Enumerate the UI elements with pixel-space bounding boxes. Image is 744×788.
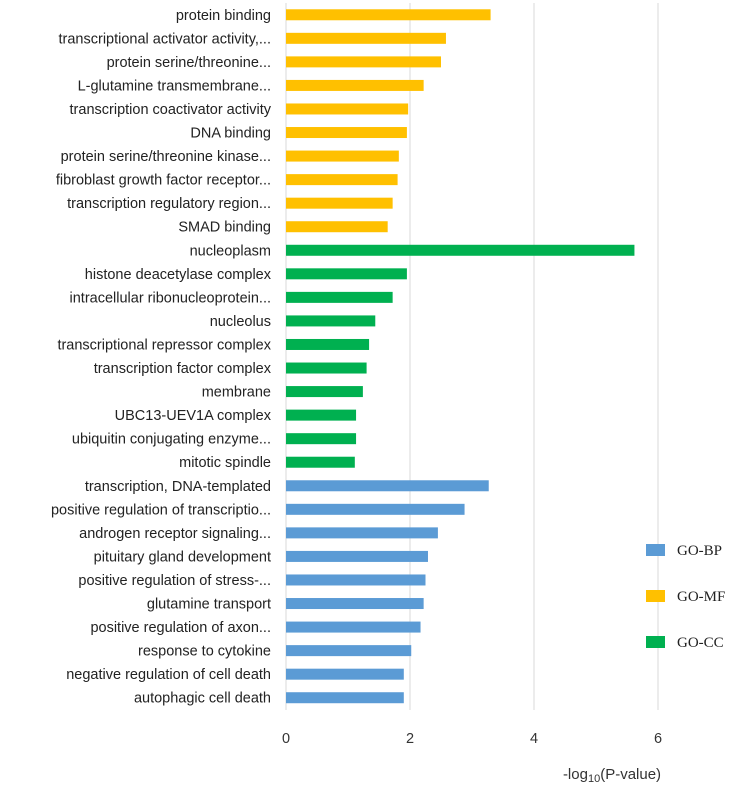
bar-go-bp [286,574,426,586]
category-label: negative regulation of cell death [66,667,271,683]
bar-go-cc [286,268,407,280]
category-label: ubiquitin conjugating enzyme... [72,432,271,448]
x-axis-title: -log10(P-value) [563,766,661,785]
legend-label: GO-CC [677,635,724,651]
bar-go-mf [286,9,491,21]
category-label: response to cytokine [138,644,271,660]
legend-swatch-go-bp [646,544,665,556]
category-label: protein binding [176,8,271,24]
bar-go-cc [286,291,393,303]
bar-go-bp [286,645,412,657]
bar-go-bp [286,621,421,633]
bar-go-mf [286,221,388,233]
bar-go-cc [286,362,367,374]
category-label: histone deacetylase complex [85,267,272,283]
category-label: pituitary gland development [94,549,271,565]
legend-label: GO-MF [677,589,725,605]
bar-go-bp [286,598,424,610]
bar-go-cc [286,338,370,350]
bar-go-mf [286,127,407,139]
bar-go-mf [286,79,424,91]
bars [286,9,635,704]
category-label: transcriptional activator activity,... [59,31,271,47]
bar-go-cc [286,433,357,445]
bar-go-bp [286,668,404,680]
category-label: transcriptional repressor complex [57,337,271,353]
category-label: fibroblast growth factor receptor... [56,173,271,189]
category-label: UBC13-UEV1A complex [115,408,272,424]
category-label: membrane [202,385,271,401]
bar-go-bp [286,527,438,539]
bar-go-mf [286,56,441,68]
bar-go-mf [286,174,398,186]
category-label: mitotic spindle [179,455,271,471]
x-tick-label: 2 [406,731,414,747]
bar-go-mf [286,150,399,162]
category-label: transcription factor complex [94,361,272,377]
category-label: transcription coactivator activity [70,102,272,118]
bar-go-mf [286,197,393,209]
category-label: positive regulation of stress-... [78,573,271,589]
category-label: glutamine transport [147,597,271,613]
bar-go-cc [286,386,363,398]
x-tick-label: 4 [530,731,538,747]
x-tick-label: 6 [654,731,662,747]
category-label: positive regulation of transcriptio... [51,502,271,518]
category-label: SMAD binding [178,220,271,236]
category-label: positive regulation of axon... [90,620,271,636]
category-label: autophagic cell death [134,691,271,707]
bar-go-cc [286,244,635,256]
category-label: protein serine/threonine kinase... [61,149,271,165]
category-labels: protein binding transcriptional activator… [51,8,272,707]
legend-swatch-go-mf [646,590,665,602]
bar-go-bp [286,550,428,562]
category-label: DNA binding [190,126,271,142]
legend: GO-BP GO-MF GO-CC [646,543,725,651]
bar-go-bp [286,480,489,492]
category-label: nucleolus [210,314,271,330]
category-label: nucleoplasm [190,243,271,259]
legend-label: GO-BP [677,543,722,559]
bar-go-mf [286,32,446,44]
bar-go-cc [286,456,355,468]
category-label: intracellular ribonucleoprotein... [70,290,272,306]
bar-go-bp [286,692,404,704]
bar-go-cc [286,315,376,327]
category-label: transcription, DNA-templated [85,479,271,495]
x-tick-labels: 0 2 4 6 [282,731,662,747]
category-label: L-glutamine transmembrane... [78,78,271,94]
legend-swatch-go-cc [646,636,665,648]
category-label: transcription regulatory region... [67,196,271,212]
bar-go-mf [286,103,409,115]
category-label: androgen receptor signaling... [79,526,271,542]
bar-go-cc [286,409,357,421]
category-label: protein serine/threonine... [107,55,271,71]
bar-go-bp [286,503,465,515]
x-tick-label: 0 [282,731,290,747]
